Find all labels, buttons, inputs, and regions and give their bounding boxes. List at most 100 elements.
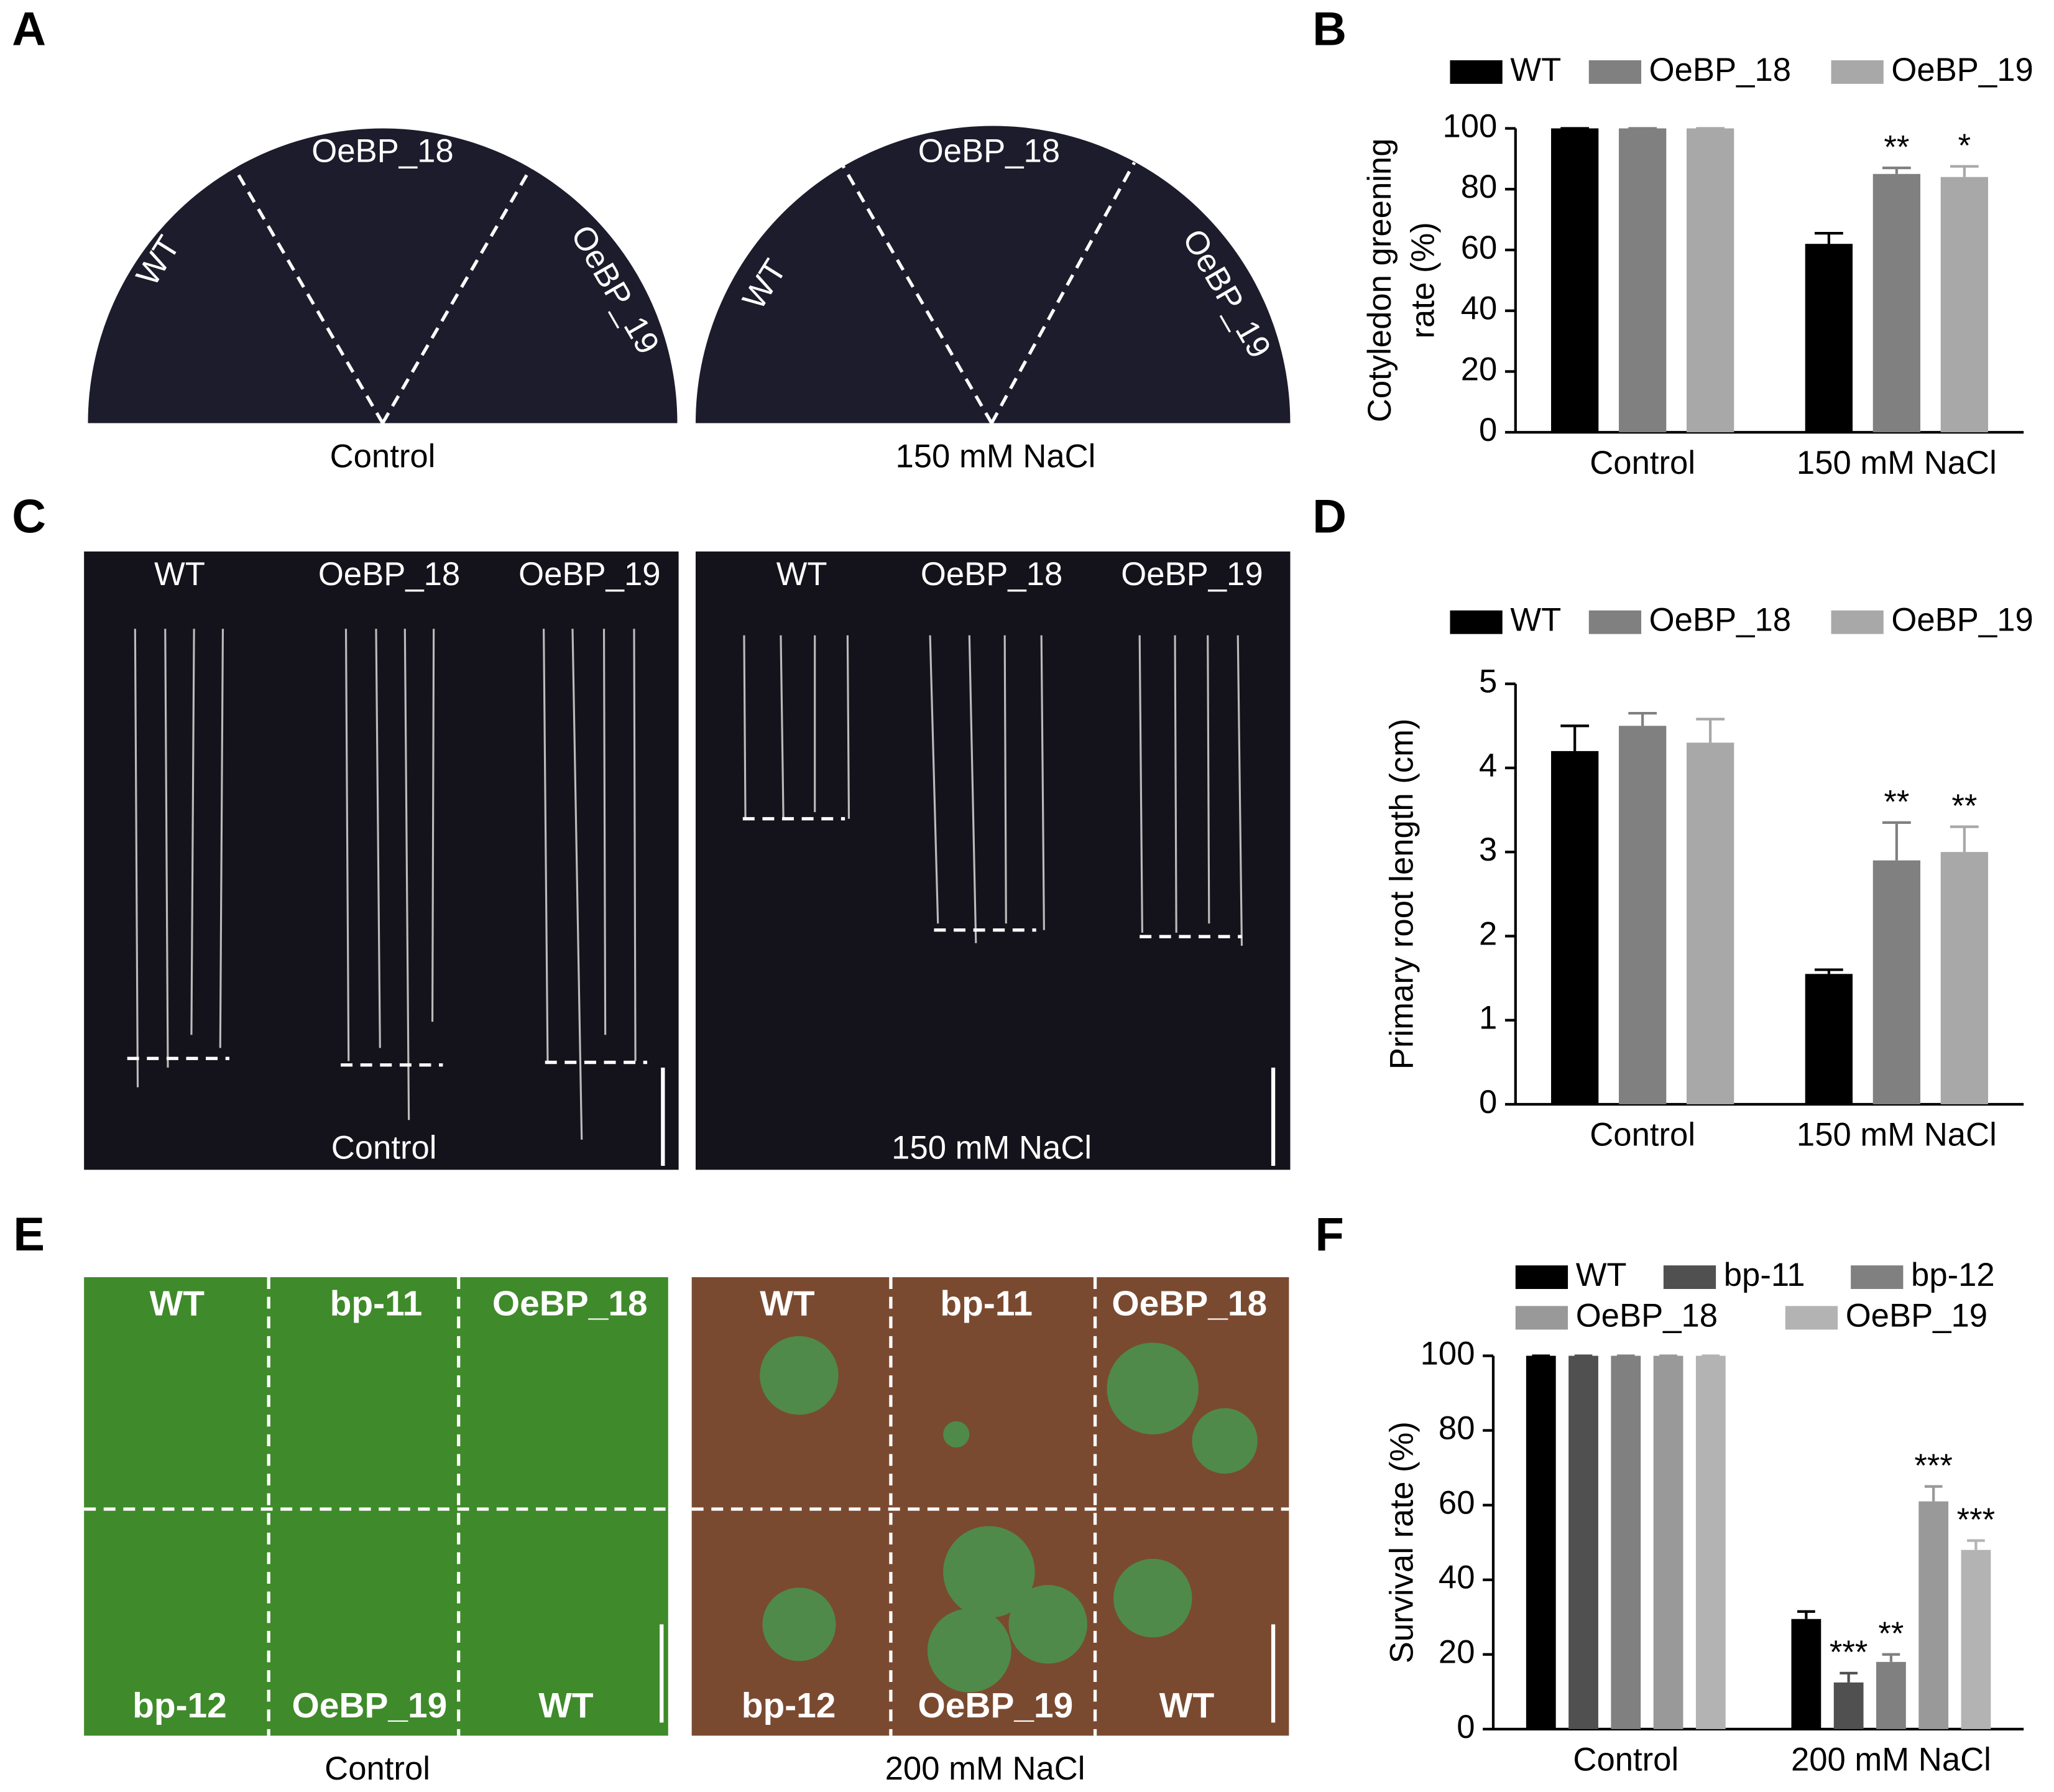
photo-label: WT	[154, 556, 205, 593]
legend-swatch	[1588, 60, 1642, 84]
y-tick-label: 40	[1439, 1559, 1475, 1596]
significance: *	[1958, 127, 1971, 164]
y-tick-label: 0	[1479, 412, 1497, 448]
photo-caption: Control	[330, 438, 436, 474]
error-bar	[1814, 231, 1843, 244]
bar	[1918, 1501, 1949, 1729]
legend-label: OeBP_19	[1846, 1297, 1987, 1334]
bar	[1961, 1550, 1991, 1729]
legend-swatch	[1515, 1265, 1568, 1290]
error-bar	[1882, 1653, 1900, 1662]
bar	[1568, 1356, 1598, 1729]
legend-label: OeBP_18	[1649, 602, 1791, 639]
y-tick-label: 0	[1479, 1084, 1497, 1120]
bar	[1791, 1619, 1821, 1729]
bar	[1687, 742, 1734, 1104]
bar	[1611, 1356, 1641, 1729]
legend-swatch	[1831, 610, 1884, 634]
y-axis-label: rate (%)	[1404, 222, 1441, 338]
photo-caption: 200 mM NaCl	[885, 1750, 1085, 1787]
divider	[990, 161, 1136, 424]
photo-label: OeBP_19	[918, 1686, 1074, 1725]
photo-label: OeBP_19	[518, 556, 660, 593]
bar	[1695, 1356, 1726, 1729]
x-tick-label: Control	[1590, 445, 1695, 481]
photo-label: WT	[538, 1686, 594, 1725]
photo-label: bp-11	[940, 1284, 1033, 1323]
x-tick-label: 200 mM NaCl	[1791, 1741, 1991, 1778]
bar	[1940, 852, 1988, 1104]
y-tick-label: 4	[1479, 747, 1497, 784]
photo-label: OeBP_19	[1121, 556, 1263, 593]
error-bar	[1950, 825, 1979, 852]
legend-label: WT	[1576, 1257, 1627, 1293]
photo-label: OeBP_18	[492, 1284, 648, 1323]
bar	[1872, 860, 1921, 1104]
legend-label: WT	[1510, 602, 1561, 639]
y-tick-label: 80	[1461, 169, 1498, 205]
plate	[695, 551, 1291, 1170]
significance: ***	[1957, 1502, 1995, 1538]
photo-label: OeBP_18	[318, 556, 460, 593]
bar	[1940, 177, 1988, 433]
significance: **	[1878, 1615, 1904, 1652]
x-tick-label: 150 mM NaCl	[1797, 1117, 1997, 1153]
panel-label: B	[1312, 3, 1347, 56]
x-tick-label: 150 mM NaCl	[1797, 445, 1997, 481]
legend-label: OeBP_18	[1649, 52, 1791, 88]
plants	[760, 1336, 1258, 1693]
significance: **	[1884, 129, 1909, 165]
y-tick-label: 100	[1442, 108, 1497, 144]
photo-label: WT	[1159, 1686, 1215, 1725]
panel-label: D	[1312, 490, 1347, 543]
legend-label: OeBP_19	[1891, 602, 2033, 639]
panel-label: F	[1315, 1208, 1343, 1261]
y-axis-label: Primary root length (cm)	[1384, 718, 1421, 1069]
significance: ***	[1914, 1448, 1952, 1484]
error-bar	[1840, 1671, 1858, 1683]
divider	[230, 163, 384, 424]
photo-caption: Control	[331, 1130, 437, 1166]
photo-label: bp-12	[132, 1686, 227, 1725]
y-axis-label: Survival rate (%)	[1384, 1421, 1421, 1663]
y-tick-label: 60	[1461, 229, 1498, 266]
error-bar	[1882, 166, 1911, 174]
photo-label: OeBP_18	[311, 132, 453, 169]
divider	[839, 161, 993, 424]
bar	[1653, 1356, 1683, 1729]
legend-swatch	[1831, 60, 1884, 84]
photo-label: OeBP_19	[292, 1686, 448, 1725]
panel-label: C	[12, 490, 46, 543]
error-bar	[1560, 724, 1590, 751]
error-bar	[1967, 1539, 1985, 1550]
photo-caption: 150 mM NaCl	[891, 1130, 1092, 1166]
legend-swatch	[1450, 610, 1503, 634]
error-bar	[1814, 968, 1843, 974]
bar	[1551, 751, 1599, 1104]
bar	[1619, 726, 1667, 1104]
plate	[88, 128, 678, 423]
significance: **	[1884, 783, 1909, 820]
photo-label: OeBP_18	[921, 556, 1062, 593]
photo-label: OeBP_18	[1112, 1284, 1267, 1323]
photo-caption: 150 mM NaCl	[895, 438, 1095, 474]
photo-label: bp-11	[330, 1284, 423, 1323]
plate	[695, 126, 1291, 423]
error-bar	[1882, 821, 1911, 861]
legend-swatch	[1450, 60, 1503, 84]
panel-label: A	[12, 3, 46, 56]
y-axis-label: Cotyledon greening	[1361, 138, 1398, 422]
error-bar	[1628, 711, 1657, 726]
legend-label: bp-11	[1724, 1257, 1805, 1293]
bar	[1619, 128, 1667, 433]
legend-label: OeBP_19	[1891, 52, 2033, 88]
divider	[381, 163, 535, 424]
y-tick-label: 1	[1479, 1000, 1497, 1037]
bar	[1805, 974, 1853, 1104]
y-tick-label: 0	[1457, 1709, 1475, 1745]
bar	[1876, 1661, 1906, 1729]
y-tick-label: 5	[1479, 663, 1497, 700]
bar	[1805, 244, 1853, 433]
